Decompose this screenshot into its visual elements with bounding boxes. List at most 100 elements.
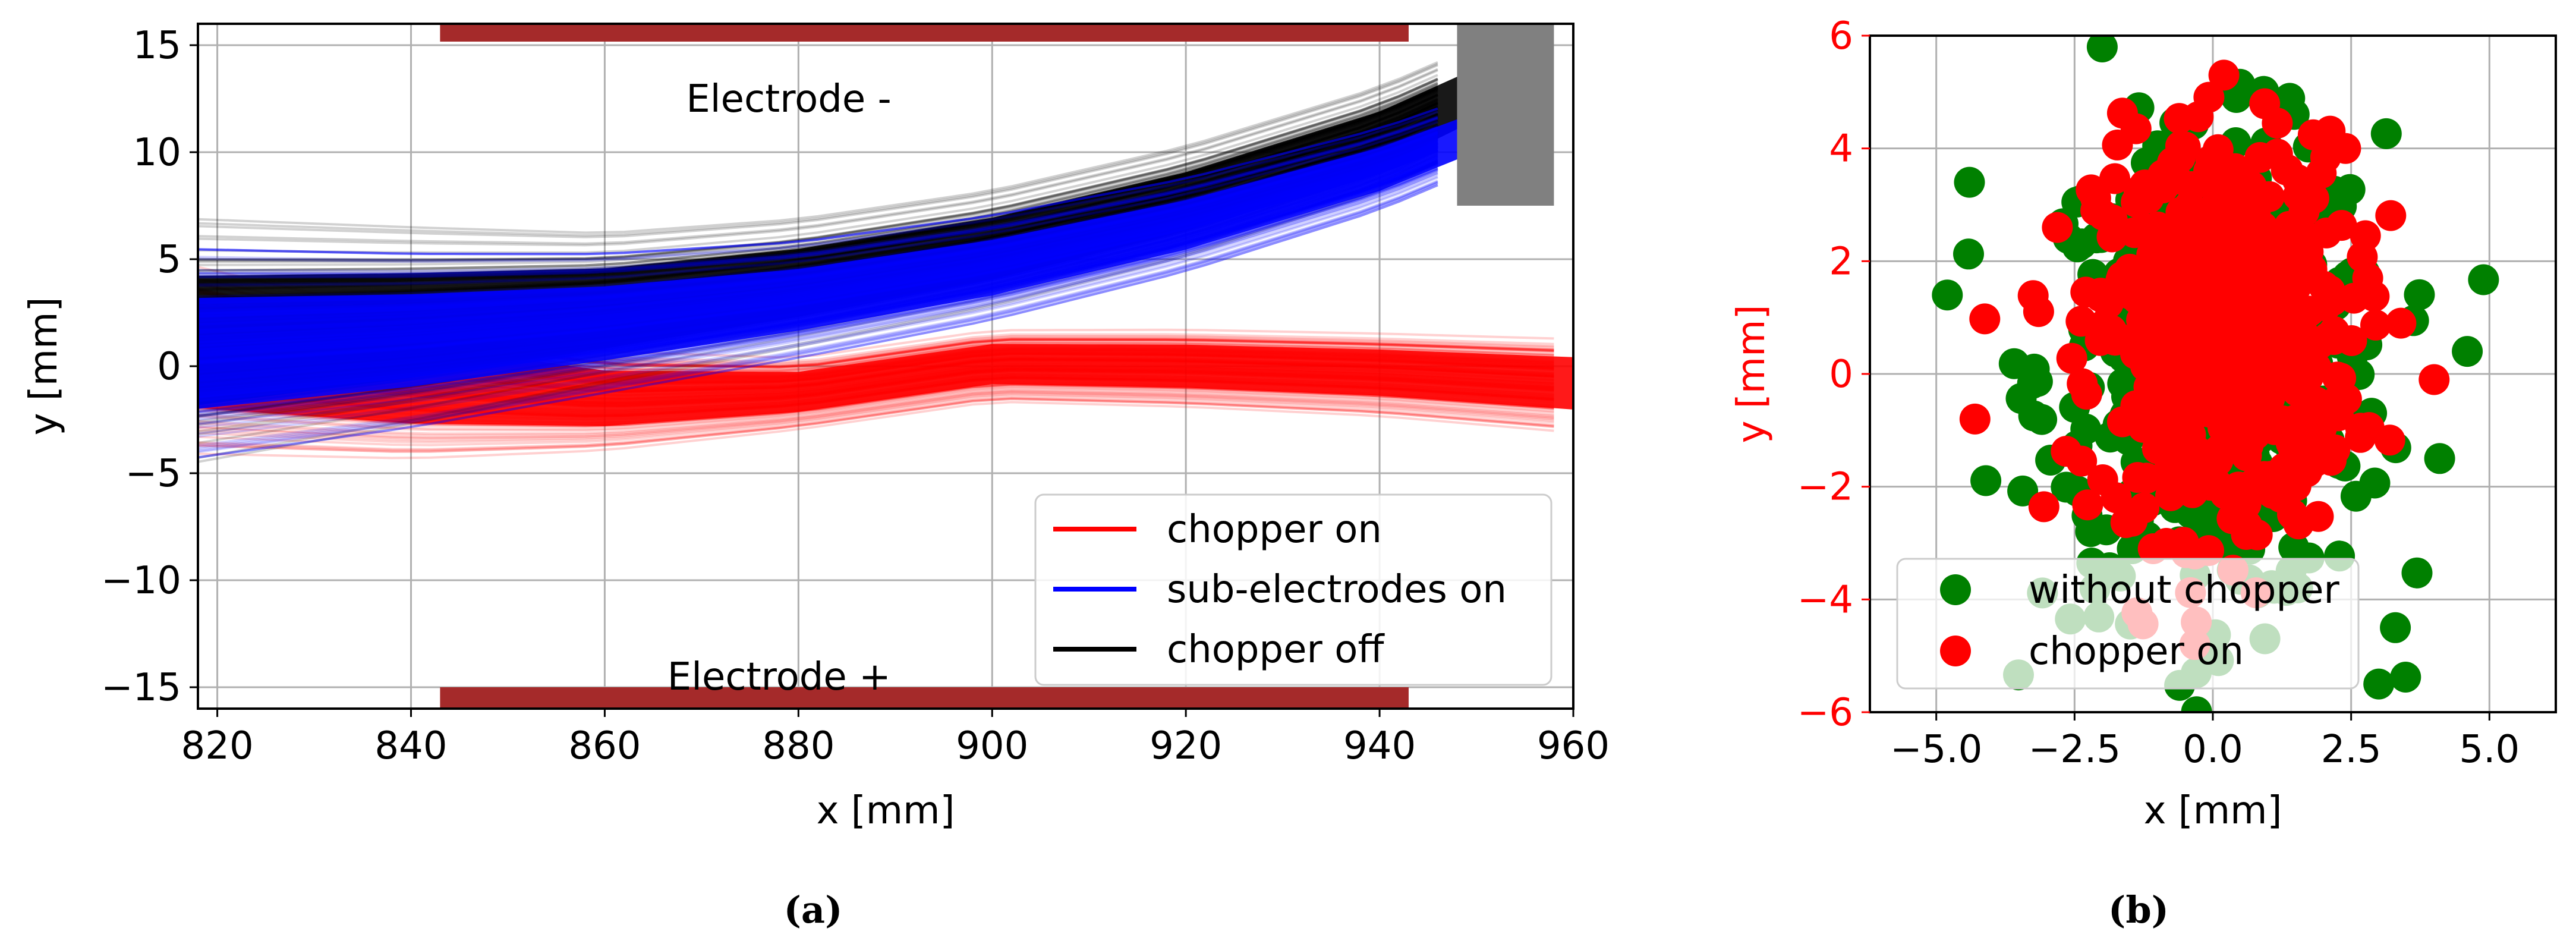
trajectory-line bbox=[198, 127, 1438, 305]
trajectory-line bbox=[198, 131, 1438, 314]
trajectory-line bbox=[198, 131, 1438, 315]
trajectory-line bbox=[198, 153, 1438, 377]
scatter-point bbox=[2086, 36, 2118, 62]
scatter-point bbox=[2401, 557, 2433, 589]
trajectory-line bbox=[198, 397, 1554, 453]
trajectory-line bbox=[198, 149, 1438, 364]
trajectory-line bbox=[198, 146, 1438, 357]
trajectory-line bbox=[198, 133, 1438, 322]
trajectory-line bbox=[198, 138, 1438, 334]
panel-a-tick-label-y: −10 bbox=[101, 559, 181, 603]
panel-a-legend: chopper on sub-electrodes on chopper off bbox=[1034, 493, 1552, 686]
trajectory-line bbox=[198, 376, 1554, 418]
trajectory-line bbox=[198, 162, 1438, 398]
trajectory-line bbox=[198, 376, 1554, 417]
trajectory-line bbox=[198, 149, 1438, 364]
scatter-point bbox=[2363, 668, 2395, 700]
trajectory-line bbox=[198, 389, 1554, 437]
trajectory-line bbox=[198, 140, 1438, 339]
trajectory-line bbox=[198, 130, 1438, 312]
trajectory-line bbox=[198, 61, 1438, 234]
scatter-point bbox=[2257, 292, 2289, 324]
trajectory-line bbox=[198, 137, 1438, 331]
trajectory-line bbox=[198, 86, 1438, 282]
panel-b-tick-label-x: 0.0 bbox=[2183, 728, 2243, 772]
scatter-point bbox=[2160, 0, 2191, 2]
trajectory-line bbox=[198, 84, 1438, 279]
trajectory-line bbox=[198, 155, 1438, 380]
trajectory-line bbox=[198, 131, 1438, 315]
panel-a-tick-label-y: 5 bbox=[157, 238, 181, 282]
trajectory-line bbox=[198, 396, 1554, 451]
trajectory-line bbox=[198, 367, 1554, 406]
trajectory-line bbox=[198, 131, 1438, 315]
trajectory-line bbox=[198, 374, 1554, 414]
electrode-minus-bar bbox=[440, 24, 1409, 42]
trajectory-line bbox=[198, 380, 1554, 423]
scatter-point bbox=[2065, 306, 2097, 337]
panel-b-legend-box bbox=[1896, 558, 2360, 690]
trajectory-line bbox=[198, 362, 1554, 403]
trajectory-line bbox=[198, 116, 1438, 275]
scatter-point bbox=[2286, 366, 2317, 397]
trajectory-line bbox=[198, 364, 1554, 404]
scatter-point bbox=[2193, 81, 2225, 113]
scatter-point bbox=[2184, 215, 2215, 247]
trajectory-line bbox=[198, 135, 1438, 326]
scatter-point bbox=[2247, 211, 2278, 243]
trajectory-line bbox=[198, 381, 1554, 424]
trajectory-line bbox=[198, 163, 1438, 402]
trajectory-line bbox=[198, 92, 1438, 296]
trajectory-line bbox=[198, 149, 1438, 364]
scatter-point bbox=[2155, 389, 2187, 421]
trajectory-line bbox=[198, 139, 1438, 338]
trajectory-line bbox=[198, 77, 1438, 261]
trajectory-line bbox=[198, 64, 1438, 238]
trajectory-line bbox=[198, 144, 1438, 351]
scatter-point bbox=[2241, 519, 2273, 551]
trajectory-line bbox=[198, 401, 1554, 460]
trajectory-line bbox=[198, 159, 1438, 391]
trajectory-line bbox=[198, 383, 1554, 427]
trajectory-line bbox=[198, 162, 1438, 399]
trajectory-line bbox=[198, 139, 1438, 337]
panel-b-scatter-plot: −5.0 −2.5 0.0 2.5 5.0 6 4 2 0 −2 −4 −6 x [mm] y [mm… bbox=[1730, 0, 2557, 833]
trajectory-line bbox=[198, 126, 1438, 301]
scatter-series-chopper-on bbox=[1959, 59, 2450, 660]
trajectory-line bbox=[198, 68, 1438, 245]
scatter-point bbox=[2122, 462, 2153, 493]
trajectory-line bbox=[198, 124, 1438, 298]
trajectory-line bbox=[198, 364, 1554, 404]
trajectory-line bbox=[198, 161, 1438, 395]
trajectory-line bbox=[198, 148, 1438, 361]
trajectory-line bbox=[198, 86, 1438, 282]
trajectory-line bbox=[198, 167, 1438, 413]
scatter-point bbox=[2291, 339, 2323, 370]
trajectory-line bbox=[198, 131, 1438, 317]
trajectory-line bbox=[198, 132, 1438, 318]
trajectory-line bbox=[198, 159, 1438, 394]
trajectory-line bbox=[198, 149, 1438, 364]
panel-a-tick-label-x: 900 bbox=[956, 724, 1028, 768]
trajectory-line bbox=[198, 391, 1554, 440]
trajectory-line bbox=[198, 134, 1438, 323]
scatter-point bbox=[2018, 400, 2049, 432]
scatter-point bbox=[2172, 317, 2203, 348]
trajectory-line bbox=[198, 88, 1438, 287]
scatter-point bbox=[2336, 325, 2367, 356]
panel-a-ticks: 820 840 860 880 900 920 940 960 15 10 5 0 −5 −10 −15 bbox=[101, 24, 1610, 768]
trajectory-line bbox=[198, 87, 1438, 284]
trajectory-line bbox=[198, 144, 1438, 351]
trajectory-line bbox=[198, 137, 1438, 332]
trajectory-line bbox=[198, 392, 1554, 444]
panel-b-tick-label-y: −4 bbox=[1797, 578, 1853, 622]
trajectory-line bbox=[198, 93, 1438, 298]
panel-b-tick-label-x: −2.5 bbox=[2029, 728, 2121, 772]
trajectory-line bbox=[198, 141, 1438, 344]
trajectory-line bbox=[198, 369, 1554, 408]
scatter-point bbox=[2018, 353, 2050, 385]
trajectory-line bbox=[198, 152, 1438, 373]
trajectory-line bbox=[198, 90, 1438, 293]
trajectory-line bbox=[198, 180, 1438, 447]
